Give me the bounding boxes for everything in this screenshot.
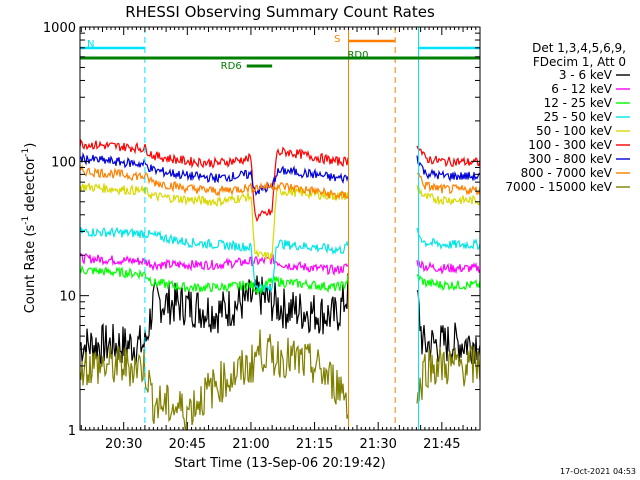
y-axis-label-sup2: -1 [21, 148, 31, 157]
y-axis-label: Count Rate (s-1 detector-1) [21, 143, 38, 314]
x-tick-label-2: 21:00 [232, 437, 269, 452]
y-axis-label-end: ) [23, 143, 38, 148]
axes: 1 10 100 1000 20:30 20:45 21:00 21:15 21:30 21:45 [43, 21, 481, 452]
series-line-2 [79, 264, 481, 296]
timestamp: 17-Oct-2021 04:53 [560, 467, 636, 476]
y-tick-label-2: 100 [51, 155, 76, 170]
series-line-4 [79, 182, 481, 263]
x-tick-label-3: 21:15 [296, 437, 333, 452]
legend-label-5: 100 - 300 keV [528, 138, 612, 152]
series-line-8 [79, 329, 481, 432]
legend-label-1: 6 - 12 keV [551, 82, 613, 96]
x-tick-label-0: 20:30 [105, 437, 142, 452]
legend-header-2: FDecim 1, Att 0 [533, 55, 626, 69]
y-tick-label-1: 10 [59, 290, 76, 305]
x-tick-label-5: 21:45 [423, 437, 460, 452]
series-line-6 [79, 152, 481, 197]
legend-label-0: 3 - 6 keV [559, 68, 613, 82]
legend-label-2: 12 - 25 keV [544, 96, 613, 110]
legend-header-1: Det 1,3,4,5,6,9, [532, 41, 626, 55]
series-line-0 [79, 273, 481, 367]
flag-label-1: S [334, 34, 340, 45]
legend-label-4: 50 - 100 keV [536, 124, 613, 138]
x-axis-label: Start Time (13-Sep-06 20:19:42) [174, 456, 385, 471]
legend-label-3: 25 - 50 keV [544, 110, 613, 124]
x-tick-label-1: 20:45 [169, 437, 206, 452]
flag-label-3: RD6 [221, 61, 242, 72]
series-line-7 [79, 164, 481, 201]
y-axis-label-sup1: -1 [21, 216, 31, 225]
y-tick-label-0: 1 [68, 424, 76, 439]
y-axis-label-main: Count Rate (s [23, 225, 38, 314]
flag-label-2: RD0 [347, 50, 368, 61]
series-line-1 [79, 252, 481, 277]
legend: Det 1,3,4,5,6,9, FDecim 1, Att 0 3 - 6 k… [505, 41, 630, 194]
legend-label-7: 800 - 7000 keV [521, 166, 613, 180]
y-axis-label-mid: detector [23, 156, 38, 216]
x-tick-label-4: 21:30 [359, 437, 396, 452]
series-line-5 [79, 138, 481, 223]
y-tick-label-3: 1000 [43, 21, 76, 36]
flag-label-0: N [87, 39, 94, 50]
series-line-3 [79, 226, 481, 294]
legend-label-6: 300 - 800 keV [528, 152, 612, 166]
legend-label-8: 7000 - 15000 keV [505, 180, 612, 194]
plot-frame [79, 26, 481, 431]
plot-area: N S RD0 RD6 [79, 27, 481, 432]
chart-title: RHESSI Observing Summary Count Rates [125, 3, 435, 21]
